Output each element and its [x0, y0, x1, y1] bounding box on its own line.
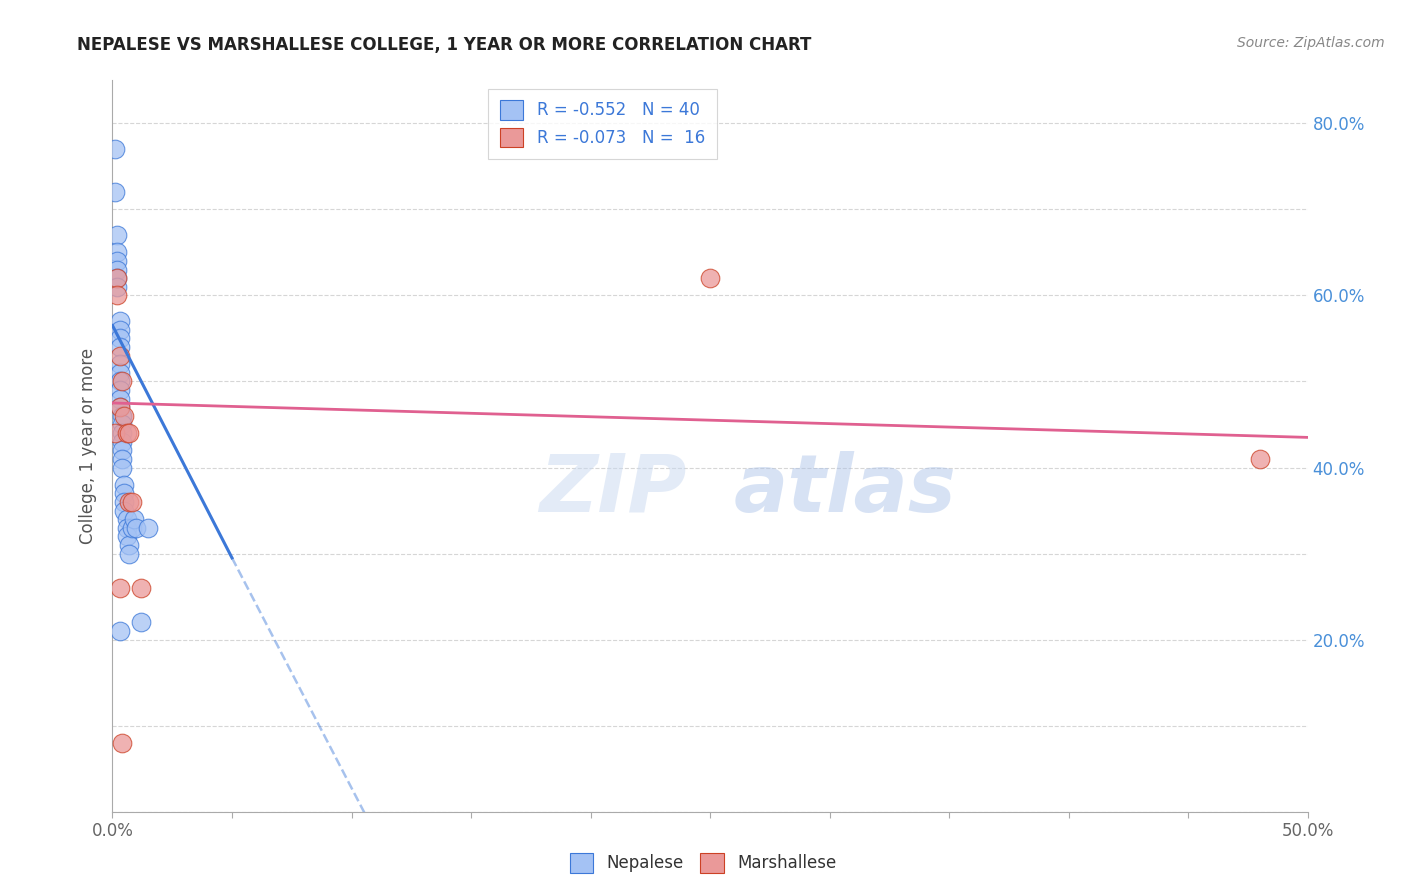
Point [115, 512, 138, 526]
Point [111, 736, 134, 750]
Point [121, 495, 143, 509]
Point [105, 271, 128, 285]
Legend: R = -0.552   N = 40, R = -0.073   N =  16: R = -0.552 N = 40, R = -0.073 N = 16 [488, 88, 717, 159]
Point [114, 495, 135, 509]
Point [104, 426, 127, 441]
Point [114, 409, 135, 423]
Point [115, 529, 138, 543]
Point [108, 401, 131, 415]
Y-axis label: College, 1 year or more: College, 1 year or more [79, 348, 97, 544]
Point [118, 495, 141, 509]
Point [108, 357, 131, 371]
Point [108, 314, 131, 328]
Point [114, 477, 135, 491]
Point [105, 228, 128, 243]
Point [108, 624, 131, 638]
Point [115, 426, 138, 441]
Point [105, 245, 128, 260]
Point [104, 185, 127, 199]
Point [129, 615, 152, 630]
Point [108, 331, 131, 345]
Point [114, 486, 135, 500]
Point [108, 323, 131, 337]
Point [1249, 451, 1271, 466]
Point [111, 417, 134, 432]
Point [111, 426, 134, 441]
Point [105, 271, 128, 285]
Point [111, 451, 134, 466]
Point [111, 375, 134, 389]
Point [108, 349, 131, 363]
Point [105, 288, 128, 302]
Point [125, 521, 148, 535]
Point [114, 503, 135, 517]
Point [104, 142, 127, 156]
Text: atlas: atlas [734, 450, 956, 529]
Text: NEPALESE VS MARSHALLESE COLLEGE, 1 YEAR OR MORE CORRELATION CHART: NEPALESE VS MARSHALLESE COLLEGE, 1 YEAR … [77, 36, 811, 54]
Point [105, 262, 128, 277]
Point [111, 460, 134, 475]
Point [111, 434, 134, 449]
Point [118, 538, 141, 552]
Point [115, 521, 138, 535]
Point [108, 375, 131, 389]
Point [118, 547, 141, 561]
Point [108, 366, 131, 380]
Text: Source: ZipAtlas.com: Source: ZipAtlas.com [1237, 36, 1385, 50]
Legend: Nepalese, Marshallese: Nepalese, Marshallese [562, 847, 844, 880]
Point [122, 512, 145, 526]
Point [111, 443, 134, 458]
Point [118, 426, 141, 441]
Text: ZIP: ZIP [538, 450, 686, 529]
Point [108, 340, 131, 354]
Point [138, 521, 160, 535]
Point [108, 401, 131, 415]
Point [105, 254, 128, 268]
Point [108, 383, 131, 397]
Point [121, 521, 143, 535]
Point [108, 581, 131, 595]
Point [699, 271, 721, 285]
Point [129, 581, 152, 595]
Point [108, 392, 131, 406]
Point [111, 409, 134, 423]
Point [105, 280, 128, 294]
